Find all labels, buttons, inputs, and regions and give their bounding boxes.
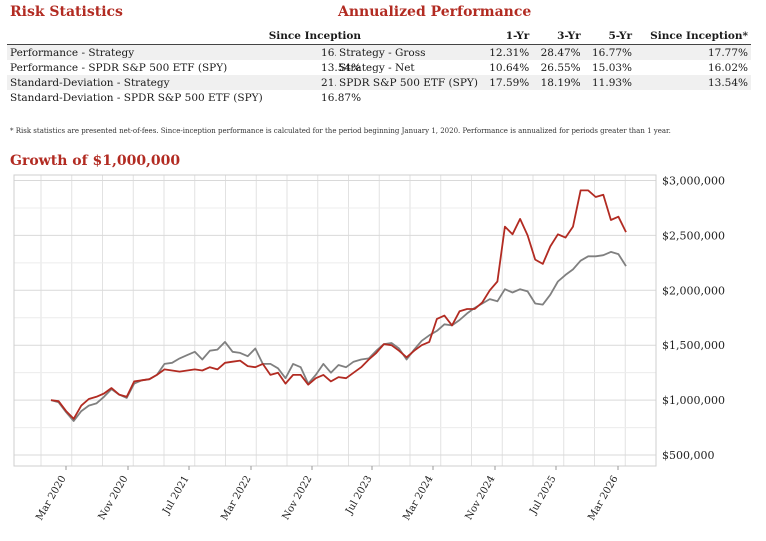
annualized-cell: 17.59% (480, 75, 533, 90)
annualized-column-header: Since Inception* (635, 28, 751, 45)
annualized-column-header: 1-Yr (480, 28, 533, 45)
table-row: Performance - Strategy 16.02% (7, 44, 365, 60)
risk-row-value: 16.87% (321, 91, 362, 104)
annualized-performance-title: Annualized Performance (338, 4, 532, 20)
plot-frame (13, 174, 657, 467)
table-row: Strategy - Gross 12.31% 28.47% 16.77% 17… (336, 44, 751, 60)
x-tick-label: Nov 2022 (281, 474, 315, 522)
annualized-cell: 17.77% (635, 44, 751, 60)
risk-row-label: Standard-Deviation - Strategy (7, 75, 266, 90)
x-tick-label: Nov 2024 (464, 474, 498, 522)
x-tick-label: Jul 2021 (160, 474, 191, 517)
x-tick-label: Nov 2020 (97, 474, 131, 522)
annualized-cell: 12.31% (480, 44, 533, 60)
growth-chart: Growth of $1,000,000 $500,000 $1,000,000 $… (10, 153, 725, 522)
risk-statistics-table: Since Inception Performance - Strategy 1… (7, 28, 365, 105)
table-row: Standard-Deviation - SPDR S&P 500 ETF (S… (7, 90, 364, 105)
x-tick-label: Mar 2020 (34, 474, 68, 522)
annualized-row-label: Strategy - Gross (336, 44, 481, 60)
risk-row-label: Performance - Strategy (7, 44, 266, 60)
table-row: Strategy - Net 10.64% 26.55% 15.03% 16.0… (336, 60, 751, 75)
annualized-performance-table: 1-Yr 3-Yr 5-Yr Since Inception* Strategy… (336, 28, 751, 90)
footnote: * Risk statistics are presented net-of-f… (10, 127, 671, 135)
table-row: SPDR S&P 500 ETF (SPY) 17.59% 18.19% 11.… (336, 75, 751, 90)
annualized-column-header: 3-Yr (532, 28, 584, 45)
x-tick-label: Mar 2024 (401, 474, 435, 522)
annualized-cell: 16.77% (583, 44, 636, 60)
risk-row-value: 13.54% (321, 61, 362, 74)
annualized-column-header: 5-Yr (583, 28, 636, 45)
annualized-cell: 18.19% (532, 75, 584, 90)
y-tick-label: $1,500,000 (662, 339, 725, 352)
table-row: Performance - SPDR S&P 500 ETF (SPY) 13.… (7, 60, 364, 75)
y-tick-label: $1,000,000 (662, 394, 725, 407)
annualized-cell: 26.55% (540, 61, 581, 74)
risk-row-label: Standard-Deviation - SPDR S&P 500 ETF (S… (10, 91, 263, 104)
chart-title: Growth of $1,000,000 (10, 153, 180, 169)
x-tick-label: Mar 2022 (219, 474, 253, 522)
risk-row-label: Performance - SPDR S&P 500 ETF (SPY) (10, 61, 228, 74)
y-tick-label: $3,000,000 (662, 174, 725, 187)
x-tick-label: Jul 2025 (527, 474, 558, 517)
annualized-row-label: Strategy - Net (339, 61, 415, 74)
annualized-cell: 13.54% (635, 75, 751, 90)
x-tick-label: Jul 2023 (343, 474, 374, 517)
benchmark-line (50, 251, 627, 422)
strategy-line (50, 189, 627, 420)
annualized-cell: 15.03% (592, 61, 633, 74)
y-tick-label: $2,000,000 (662, 284, 725, 297)
annualized-row-label: SPDR S&P 500 ETF (SPY) (336, 75, 481, 90)
annualized-cell: 16.02% (707, 61, 748, 74)
table-row: Standard-Deviation - Strategy 21.05% (7, 75, 365, 90)
risk-statistics-title: Risk Statistics (10, 4, 123, 20)
annualized-cell: 10.64% (489, 61, 530, 74)
x-tick-label: Mar 2026 (586, 474, 620, 522)
y-tick-label: $2,500,000 (662, 229, 725, 242)
y-tick-label: $500,000 (662, 449, 715, 462)
annualized-cell: 11.93% (583, 75, 636, 90)
annualized-cell: 28.47% (532, 44, 584, 60)
